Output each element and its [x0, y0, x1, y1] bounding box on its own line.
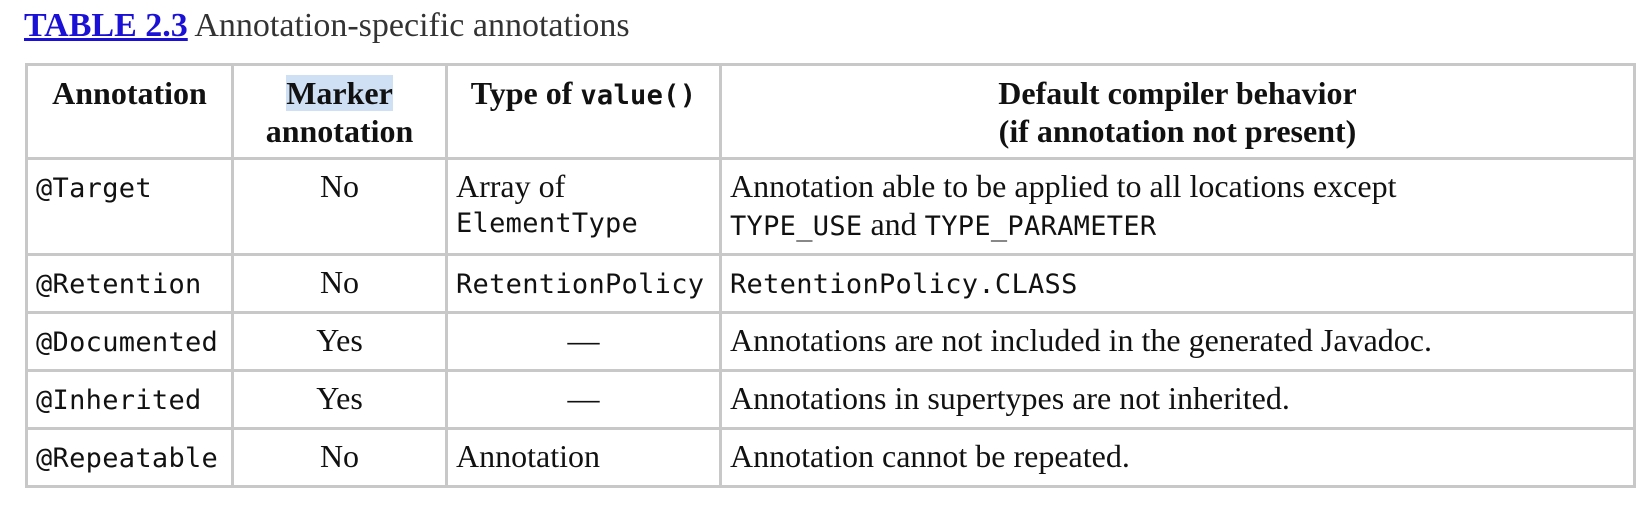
table-row: @Repeatable No Annotation Annotation can… — [25, 427, 1636, 488]
cell-default: Annotations are not included in the gene… — [719, 311, 1636, 372]
header-row: Annotation Marker annotation Type of val… — [25, 63, 1636, 160]
cell-type: — — [445, 311, 722, 372]
cell-marker: No — [231, 427, 448, 488]
cell-default: RetentionPolicy.CLASS — [719, 253, 1636, 314]
cell-annotation: @Inherited — [25, 369, 234, 430]
default-line1: Annotation able to be applied to all loc… — [730, 168, 1397, 204]
table-title: Annotation-specific annotations — [194, 7, 630, 44]
type-value: RetentionPolicy — [456, 269, 705, 300]
default-code2: TYPE_PARAMETER — [924, 211, 1157, 242]
header-default-line1: Default compiler behavior — [998, 75, 1357, 111]
annotation-name: @Retention — [36, 269, 202, 300]
default-value: RetentionPolicy.CLASS — [730, 269, 1078, 300]
cell-type: RetentionPolicy — [445, 253, 722, 314]
cell-annotation: @Documented — [25, 311, 234, 372]
header-marker: Marker annotation — [231, 63, 448, 160]
annotation-name: @Target — [36, 173, 152, 204]
table-caption: TABLE 2.3 Annotation-specific annotation… — [24, 6, 630, 46]
header-type: Type of value() — [445, 63, 722, 160]
annotation-name: @Repeatable — [36, 443, 219, 474]
cell-default: Annotation able to be applied to all loc… — [719, 157, 1636, 256]
header-type-prefix: Type of — [470, 75, 573, 111]
type-line1: Array of — [456, 168, 566, 204]
cell-marker: No — [231, 253, 448, 314]
annotation-table: Annotation Marker annotation Type of val… — [25, 63, 1636, 488]
cell-annotation: @Target — [25, 157, 234, 256]
cell-annotation: @Retention — [25, 253, 234, 314]
cell-type: — — [445, 369, 722, 430]
cell-type: Annotation — [445, 427, 722, 488]
cell-type: Array of ElementType — [445, 157, 722, 256]
cell-marker: Yes — [231, 311, 448, 372]
cell-default: Annotations in supertypes are not inheri… — [719, 369, 1636, 430]
header-default: Default compiler behavior (if annotation… — [719, 63, 1636, 160]
header-marker-line2: annotation — [265, 113, 414, 149]
annotation-name: @Inherited — [36, 385, 202, 416]
table-row: @Target No Array of ElementType Annotati… — [25, 157, 1636, 256]
header-type-code: value() — [580, 80, 697, 111]
default-code1: TYPE_USE — [730, 211, 863, 242]
cell-marker: No — [231, 157, 448, 256]
cell-annotation: @Repeatable — [25, 427, 234, 488]
table-number-link[interactable]: TABLE 2.3 — [24, 7, 188, 44]
header-annotation-label: Annotation — [52, 75, 207, 111]
default-mid: and — [870, 206, 917, 242]
table-row: @Inherited Yes — Annotations in supertyp… — [25, 369, 1636, 430]
header-annotation: Annotation — [25, 63, 234, 160]
header-marker-line1: Marker — [286, 75, 393, 111]
annotation-name: @Documented — [36, 327, 219, 358]
table-row: @Documented Yes — Annotations are not in… — [25, 311, 1636, 372]
table-row: @Retention No RetentionPolicy RetentionP… — [25, 253, 1636, 314]
type-line2: ElementType — [456, 208, 639, 239]
header-default-line2: (if annotation not present) — [998, 113, 1357, 149]
cell-marker: Yes — [231, 369, 448, 430]
cell-default: Annotation cannot be repeated. — [719, 427, 1636, 488]
